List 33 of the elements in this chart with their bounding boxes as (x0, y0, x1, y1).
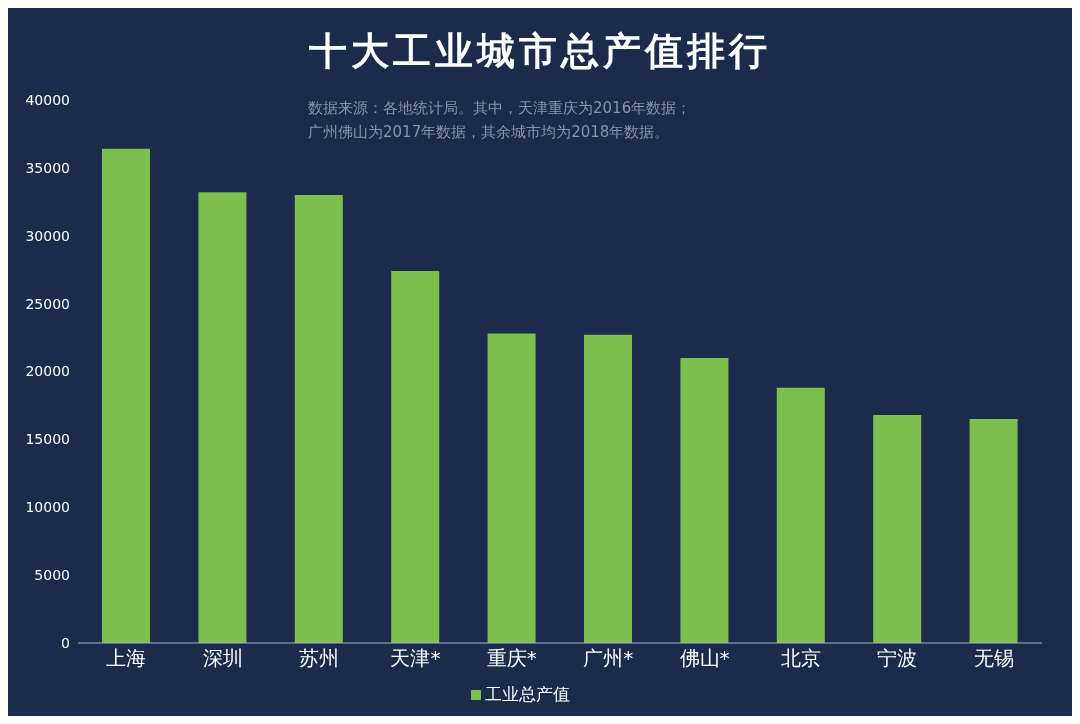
y-tick-label: 5000 (34, 567, 70, 584)
x-tick-label: 宁波 (877, 646, 918, 671)
x-tick-label: 重庆* (486, 646, 537, 671)
y-tick-label: 0 (61, 634, 70, 651)
y-tick-label: 10000 (25, 499, 70, 516)
x-tick-label: 天津* (390, 646, 441, 671)
annotation: 广州佛山为2017年数据，其余城市均为2018年数据。 (308, 122, 671, 143)
y-tick-label: 25000 (25, 295, 70, 312)
annotation: 数据来源：各地统计局。其中，天津重庆为2016年数据； (308, 98, 692, 119)
bar (969, 419, 1018, 643)
y-tick-label: 30000 (25, 227, 70, 244)
bar (776, 387, 825, 643)
x-tick-label: 广州* (583, 646, 634, 671)
x-tick-label: 北京 (781, 646, 821, 671)
bar (487, 333, 536, 643)
y-tick-label: 35000 (25, 159, 70, 176)
bar (198, 192, 247, 643)
chart-title: 十大工业城市总产值排行 (308, 28, 772, 75)
bar (584, 334, 632, 643)
bar (102, 148, 150, 643)
y-tick-label: 20000 (25, 363, 70, 380)
bar (873, 414, 922, 643)
x-tick-label: 深圳 (202, 646, 243, 671)
y-tick-label: 15000 (25, 431, 70, 448)
legend-label: 工业总产值 (484, 684, 570, 704)
bar (391, 271, 440, 643)
x-tick-label: 佛山* (679, 646, 730, 671)
bar (294, 195, 343, 643)
y-tick-label: 40000 (25, 91, 70, 108)
x-tick-label: 上海 (106, 646, 147, 671)
bar (680, 357, 729, 643)
x-tick-label: 无锡 (973, 646, 1014, 671)
x-tick-label: 苏州 (299, 646, 339, 671)
